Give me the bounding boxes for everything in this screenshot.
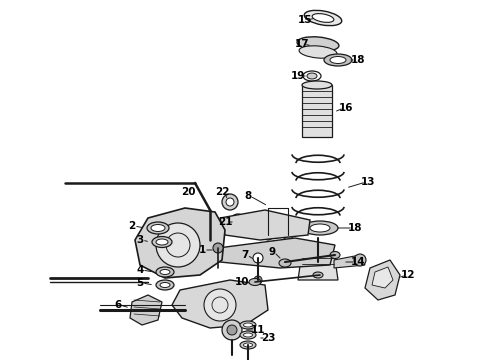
Circle shape xyxy=(254,276,262,284)
Text: 22: 22 xyxy=(215,187,229,197)
Polygon shape xyxy=(298,252,338,280)
Ellipse shape xyxy=(156,239,168,245)
Ellipse shape xyxy=(312,14,334,22)
Polygon shape xyxy=(302,85,332,137)
Circle shape xyxy=(222,320,242,340)
Ellipse shape xyxy=(156,280,174,290)
Text: 4: 4 xyxy=(136,265,144,275)
Ellipse shape xyxy=(244,323,252,327)
Text: 5: 5 xyxy=(136,278,144,288)
Ellipse shape xyxy=(240,331,256,339)
Ellipse shape xyxy=(313,272,323,278)
Text: 17: 17 xyxy=(294,39,309,49)
Polygon shape xyxy=(220,210,310,240)
Ellipse shape xyxy=(279,259,291,267)
Circle shape xyxy=(283,230,293,240)
Circle shape xyxy=(263,230,273,240)
Text: 12: 12 xyxy=(401,270,415,280)
Circle shape xyxy=(234,218,242,226)
Ellipse shape xyxy=(330,252,340,258)
Ellipse shape xyxy=(249,279,261,285)
Text: 15: 15 xyxy=(298,15,312,25)
Circle shape xyxy=(213,243,223,253)
Text: 6: 6 xyxy=(114,300,122,310)
Polygon shape xyxy=(365,260,400,300)
Circle shape xyxy=(226,198,234,206)
Text: 11: 11 xyxy=(251,325,265,335)
Ellipse shape xyxy=(151,225,165,231)
Ellipse shape xyxy=(299,46,337,58)
Text: 20: 20 xyxy=(181,187,195,197)
Circle shape xyxy=(230,214,246,230)
Text: 9: 9 xyxy=(269,247,275,257)
Circle shape xyxy=(205,238,215,248)
Ellipse shape xyxy=(160,283,170,288)
Ellipse shape xyxy=(302,81,332,89)
Text: 18: 18 xyxy=(351,55,365,65)
Text: 7: 7 xyxy=(241,250,249,260)
Ellipse shape xyxy=(297,37,339,51)
Text: 21: 21 xyxy=(218,217,232,227)
Text: 18: 18 xyxy=(348,223,362,233)
Circle shape xyxy=(227,325,237,335)
Text: 8: 8 xyxy=(245,191,252,201)
Ellipse shape xyxy=(330,57,346,63)
Ellipse shape xyxy=(244,343,252,347)
Circle shape xyxy=(354,254,366,266)
Ellipse shape xyxy=(310,224,330,232)
Text: 19: 19 xyxy=(291,71,305,81)
Ellipse shape xyxy=(307,73,317,79)
Text: 3: 3 xyxy=(136,235,144,245)
Text: 14: 14 xyxy=(351,257,366,267)
Ellipse shape xyxy=(240,321,256,329)
Ellipse shape xyxy=(244,333,252,337)
Circle shape xyxy=(253,253,263,263)
Ellipse shape xyxy=(160,270,170,274)
Text: 1: 1 xyxy=(198,245,206,255)
Ellipse shape xyxy=(156,267,174,277)
Text: 13: 13 xyxy=(361,177,375,187)
Polygon shape xyxy=(372,267,393,288)
Polygon shape xyxy=(135,208,225,278)
Ellipse shape xyxy=(324,54,352,66)
Text: 23: 23 xyxy=(261,333,275,343)
Ellipse shape xyxy=(302,221,338,235)
Polygon shape xyxy=(130,295,162,325)
Ellipse shape xyxy=(240,341,256,349)
Ellipse shape xyxy=(147,222,169,234)
Circle shape xyxy=(204,289,236,321)
Polygon shape xyxy=(218,238,335,268)
Polygon shape xyxy=(334,255,365,268)
Circle shape xyxy=(222,194,238,210)
Text: 2: 2 xyxy=(128,221,136,231)
Circle shape xyxy=(156,223,200,267)
Text: 10: 10 xyxy=(235,277,249,287)
Ellipse shape xyxy=(304,10,342,26)
Polygon shape xyxy=(172,280,268,328)
Text: 16: 16 xyxy=(339,103,353,113)
Ellipse shape xyxy=(152,237,172,248)
